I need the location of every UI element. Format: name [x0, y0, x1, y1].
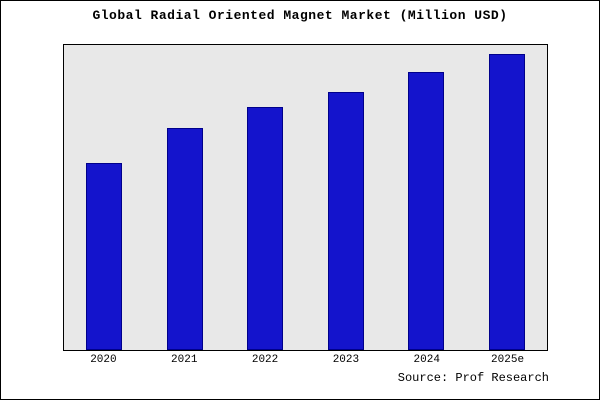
bar-2020	[86, 163, 123, 350]
bar-2025e	[488, 53, 525, 350]
bar-slot-2025e	[467, 45, 548, 350]
plot-area	[63, 44, 548, 351]
x-tick-label-2021: 2021	[171, 354, 198, 366]
x-tick-label-2025e: 2025e	[491, 354, 525, 366]
x-tick-label-2023: 2023	[332, 354, 360, 366]
source-text: Source: Prof Research	[397, 371, 549, 385]
x-tick-label-2020: 2020	[90, 354, 117, 366]
x-tick-label-2022: 2022	[251, 354, 279, 366]
x-tick-label-2024: 2024	[413, 354, 440, 366]
bar-2024	[408, 71, 445, 350]
bar-slot-2024	[386, 45, 467, 350]
bar-slot-2023	[306, 45, 387, 350]
bar-2021	[166, 127, 203, 350]
bar-slot-2020	[64, 45, 145, 350]
bar-2023	[327, 92, 364, 350]
x-axis-labels: 2020 2021 2022 2023 2024 2025e	[63, 354, 548, 366]
bar-2022	[247, 107, 284, 350]
bar-slot-2022	[225, 45, 306, 350]
bar-slot-2021	[145, 45, 226, 350]
chart-title: Global Radial Oriented Magnet Market (Mi…	[92, 8, 508, 23]
